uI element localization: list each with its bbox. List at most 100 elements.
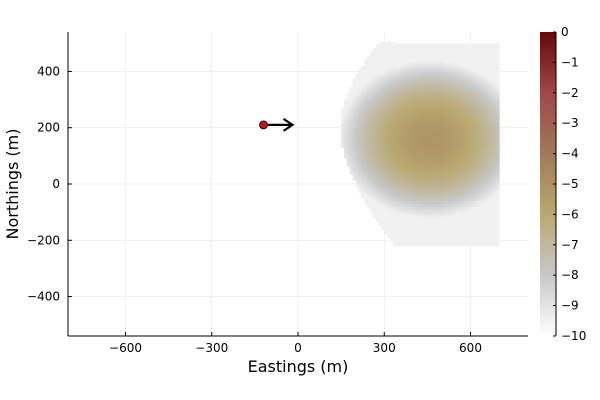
heat-cell (482, 122, 486, 126)
heat-cell (438, 147, 443, 151)
heat-cell (490, 147, 494, 151)
heat-cell (372, 96, 377, 100)
heat-cell (479, 127, 483, 131)
heat-cell (461, 46, 466, 50)
heat-cell (479, 91, 483, 95)
heat-cell (467, 212, 471, 216)
heat-cell (450, 46, 454, 50)
heat-cell (410, 136, 414, 140)
heat-cell (358, 141, 362, 145)
heat-cell (447, 77, 451, 81)
heat-cell (413, 108, 417, 112)
heat-cell (479, 181, 483, 185)
heat-cell (415, 141, 420, 145)
heat-cell (484, 124, 489, 129)
heat-cell (401, 212, 405, 216)
heat-cell (473, 102, 477, 106)
heat-cell (404, 54, 408, 58)
heat-cell (433, 113, 437, 117)
heat-cell (421, 91, 425, 95)
heat-cell (398, 155, 402, 160)
heat-cell (433, 147, 437, 151)
heat-cell (484, 212, 489, 216)
heat-cell (404, 82, 408, 86)
heat-cell (421, 189, 425, 193)
heat-cell (476, 46, 480, 50)
heat-cell (369, 125, 374, 129)
heat-cell (418, 124, 423, 129)
heat-cell (473, 113, 477, 117)
heat-cell (447, 68, 451, 72)
heat-cell (410, 178, 414, 182)
heat-cell (378, 211, 382, 215)
heat-cell (418, 130, 423, 134)
heat-cell (415, 102, 420, 106)
heat-cell (410, 231, 414, 236)
colorbar-tick-label: −8 (561, 268, 579, 282)
heat-cell (418, 68, 423, 72)
heat-cell (375, 94, 379, 99)
source-point (259, 120, 268, 130)
heat-cell (459, 46, 463, 50)
heat-cell (438, 158, 443, 162)
heat-cell (482, 62, 486, 67)
heat-cell (395, 169, 400, 174)
heat-cell (490, 155, 494, 160)
heat-cell (461, 200, 466, 205)
heat-cell (358, 116, 362, 120)
heat-cell (450, 161, 454, 165)
heat-cell (450, 122, 454, 126)
heat-cell (384, 56, 388, 60)
heat-cell (482, 195, 486, 199)
heat-cell (436, 77, 440, 81)
heat-cell (456, 136, 460, 140)
heat-cell (418, 169, 423, 174)
heat-cell (407, 54, 411, 58)
heat-cell (490, 214, 494, 219)
heat-cell (369, 97, 374, 101)
heat-cell (384, 183, 388, 187)
heat-cell (436, 65, 440, 69)
heat-cell (413, 110, 417, 115)
heat-cell (407, 164, 411, 168)
heat-cell (433, 178, 437, 182)
heat-cell (479, 110, 483, 115)
heat-cell (384, 62, 388, 66)
heat-cell (381, 80, 385, 84)
heat-cell (358, 150, 362, 154)
heat-cell (473, 153, 477, 157)
heat-cell (395, 240, 400, 244)
heat-cell (384, 188, 388, 193)
heat-cell (441, 51, 446, 55)
heat-cell (482, 189, 486, 193)
heat-cell (375, 173, 379, 177)
heat-cell (436, 127, 440, 131)
heat-cell (372, 169, 377, 173)
heat-cell (470, 164, 474, 168)
heat-cell (387, 54, 391, 59)
heat-cell (352, 155, 356, 159)
heat-cell (467, 150, 471, 154)
heat-cell (387, 181, 391, 185)
heat-cell (433, 243, 437, 247)
heat-cell (441, 54, 446, 58)
heat-cell (487, 214, 492, 219)
heat-cell (413, 220, 417, 224)
heat-cell (401, 226, 405, 230)
heat-cell (441, 93, 446, 98)
heat-cell (421, 172, 425, 176)
heat-cell (427, 237, 431, 241)
heat-cell (415, 127, 420, 131)
heat-cell (398, 169, 402, 174)
heat-cell (450, 119, 454, 123)
heat-cell (367, 182, 371, 186)
heat-cell (464, 192, 469, 196)
heat-cell (358, 74, 362, 78)
heat-cell (392, 220, 397, 224)
heat-cell (358, 144, 362, 148)
heat-cell (367, 126, 371, 130)
heat-cell (464, 99, 469, 103)
heat-cell (464, 68, 469, 72)
heat-cell (404, 130, 408, 134)
heat-cell (459, 195, 463, 199)
